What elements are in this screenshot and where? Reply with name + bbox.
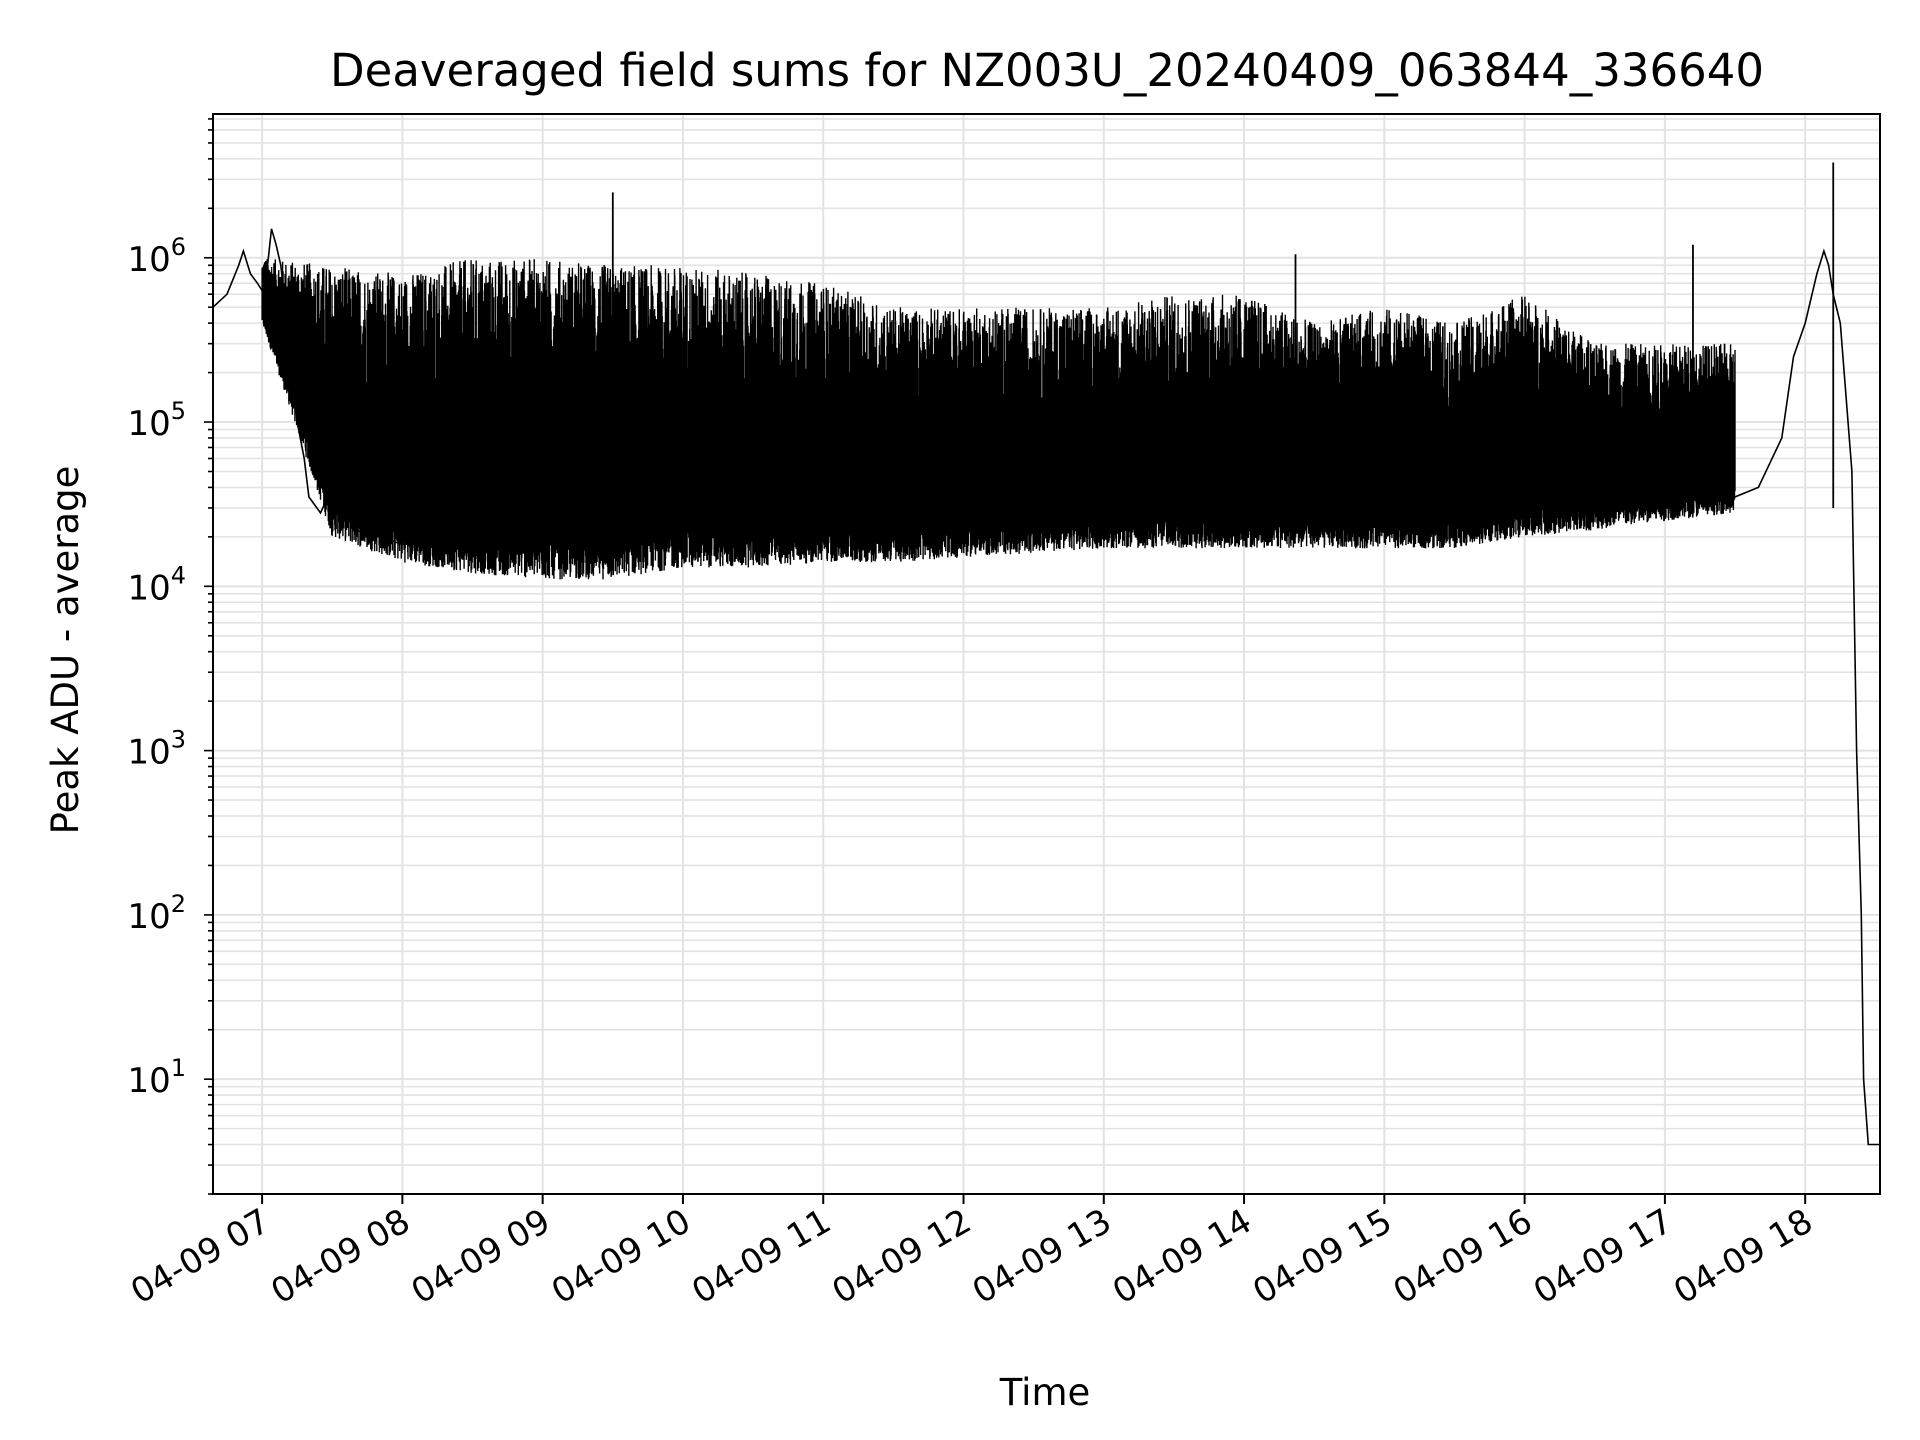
y-tick-label: 101: [127, 1054, 186, 1101]
x-axis-label: Time: [999, 1371, 1091, 1414]
x-tick-label: 04-09 10: [545, 1201, 697, 1312]
grid: [213, 114, 1880, 1195]
plot-frame: [212, 113, 1881, 1195]
x-tick-label: 04-09 13: [966, 1201, 1118, 1312]
x-tick-label: 04-09 18: [1667, 1201, 1819, 1312]
series-bursts: [261, 259, 1736, 580]
x-tick-label: 04-09 12: [826, 1201, 978, 1312]
y-tick-label: 104: [127, 561, 186, 608]
x-tick-label: 04-09 17: [1527, 1201, 1679, 1312]
chart-title: Deaveraged field sums for NZ003U_2024040…: [330, 44, 1764, 97]
x-tick-label: 04-09 16: [1387, 1201, 1539, 1312]
x-tick-label: 04-09 15: [1246, 1201, 1398, 1312]
x-tick-label: 04-09 14: [1106, 1201, 1258, 1312]
plot-area: [212, 162, 1880, 1146]
y-tick-label: 102: [127, 890, 186, 937]
y-tick-label: 106: [127, 233, 186, 280]
x-tick-label: 04-09 11: [685, 1201, 837, 1312]
x-tick-label: 04-09 08: [264, 1201, 416, 1312]
y-tick-label: 103: [127, 726, 186, 773]
y-tick-label: 105: [127, 397, 186, 444]
y-axis-label: Peak ADU - average: [44, 466, 87, 835]
x-tick-label: 04-09 07: [124, 1201, 276, 1312]
x-tick-label: 04-09 09: [405, 1201, 557, 1312]
